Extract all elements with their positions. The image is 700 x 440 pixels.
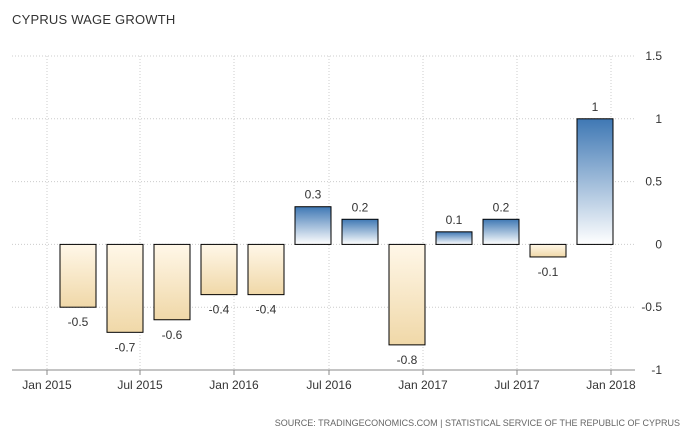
bars — [59, 118, 614, 346]
bar — [482, 218, 520, 245]
x-tick-label: Jul 2017 — [494, 378, 540, 392]
data-label: 0.2 — [352, 200, 369, 214]
bar — [153, 243, 191, 321]
data-labels: -0.5 -0.7 -0.6 -0.4 -0.4 0.3 0.2 -0.8 0.1 0.2 -0.1… — [68, 100, 599, 367]
x-tick-label: Jul 2016 — [306, 378, 352, 392]
data-label: 1 — [592, 100, 599, 114]
y-tick-label: 0.5 — [645, 175, 662, 189]
data-label: -0.4 — [256, 303, 277, 317]
bar — [388, 243, 426, 346]
bar — [529, 243, 567, 258]
x-tick-label: Jan 2015 — [22, 378, 72, 392]
bar — [435, 231, 473, 245]
data-label: -0.6 — [162, 328, 183, 342]
chart-title: CYPRUS WAGE GROWTH — [12, 12, 176, 27]
bar — [59, 243, 97, 308]
x-tick-label: Jan 2016 — [209, 378, 259, 392]
data-label: 0.3 — [305, 188, 322, 202]
data-label: -0.7 — [115, 340, 136, 354]
data-label: -0.8 — [397, 353, 418, 367]
x-tick-label: Jan 2017 — [398, 378, 448, 392]
data-label: 0.2 — [493, 200, 510, 214]
bar — [247, 243, 285, 296]
x-tick-label: Jan 2018 — [586, 378, 636, 392]
bar — [106, 243, 144, 333]
y-tick-label: -0.5 — [641, 300, 662, 314]
y-tick-label: -1 — [651, 363, 662, 377]
data-label: 0.1 — [446, 213, 463, 227]
y-tick-label: 1 — [655, 112, 662, 126]
axes: 1.5 1 0.5 0 -0.5 -1 Jan 2015 Jul 2015 Jan 2016 Ju… — [12, 49, 662, 392]
data-label: -0.5 — [68, 315, 89, 329]
x-tick-label: Jul 2015 — [117, 378, 163, 392]
y-tick-label: 0 — [655, 237, 662, 251]
data-label: -0.4 — [209, 303, 230, 317]
bar — [200, 243, 238, 296]
bar — [576, 118, 614, 245]
bar — [341, 218, 379, 245]
source-line: SOURCE: TRADINGECONOMICS.COM | STATISTIC… — [274, 418, 680, 428]
y-tick-label: 1.5 — [645, 49, 662, 63]
data-label: -0.1 — [538, 265, 559, 279]
bar — [294, 206, 332, 245]
